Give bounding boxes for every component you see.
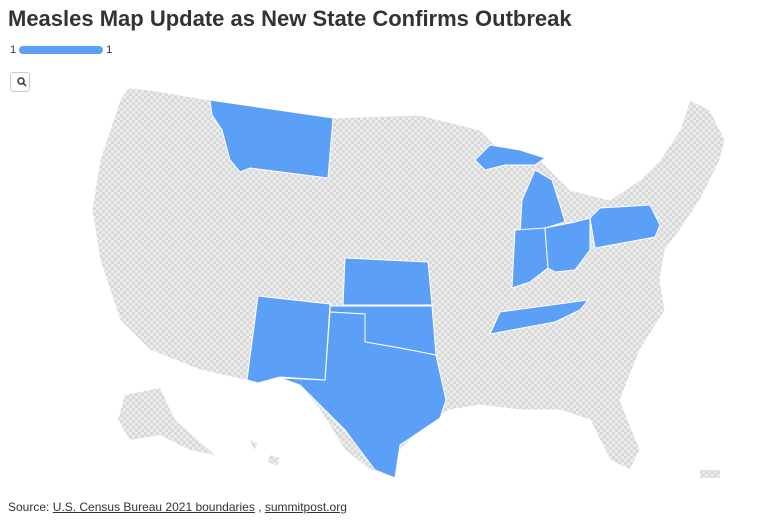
legend-bar [19,46,104,54]
alaska [118,388,215,455]
highlighted-states [209,99,661,479]
source-link[interactable]: U.S. Census Bureau 2021 boundaries [52,500,255,514]
legend-max: 1 [106,44,113,56]
state [589,204,661,249]
source: Source: U.S. Census Bureau 2021 boundari… [8,500,347,514]
state [489,299,590,335]
map [91,87,726,479]
legend: 1 1 [10,44,112,56]
state [342,257,433,306]
source-link[interactable]: summitpost.org [264,500,347,514]
state [209,99,334,179]
state [544,217,591,273]
legend-min: 1 [10,44,17,56]
state [246,295,331,384]
search-icon [17,76,27,87]
state [279,311,447,479]
separator: , [258,500,262,514]
state [511,227,549,289]
source-label: Source: [8,500,50,514]
title: Measles Map Update as New State Confirms… [8,6,572,31]
search-button[interactable] [10,72,30,92]
state [474,144,547,171]
hawaii [250,440,720,478]
